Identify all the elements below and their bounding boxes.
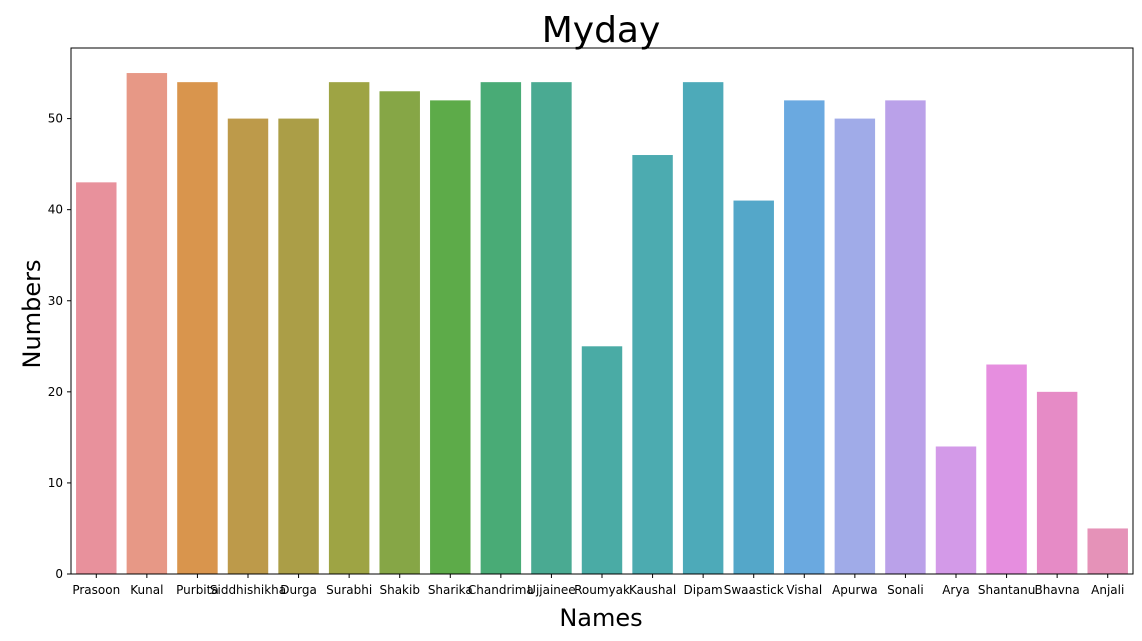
bar-prasoon — [76, 182, 117, 574]
x-tick-label: Sharika — [428, 583, 473, 597]
bars-group — [76, 73, 1128, 575]
bar-shakib — [379, 91, 420, 574]
x-tick-label: Dipam — [684, 583, 723, 597]
bar-kunal — [126, 73, 168, 575]
y-tick-label: 10 — [48, 476, 63, 490]
y-tick-label: 50 — [48, 112, 63, 126]
bar-ujjainee — [531, 82, 572, 574]
bar-purbita — [177, 82, 218, 574]
bar-bhavna — [1036, 391, 1078, 574]
x-tick-label: Apurwa — [832, 583, 878, 597]
bar-anjali — [1087, 528, 1128, 574]
bar-dipam — [682, 82, 724, 574]
plot-frame — [70, 47, 1134, 575]
x-tick-label: Anjali — [1091, 583, 1124, 597]
x-tick-label: Shantanu — [978, 583, 1035, 597]
x-axis-label: Names — [559, 604, 642, 632]
x-tick-label: Purbita — [176, 583, 219, 597]
x-tick-label: Bhavna — [1035, 583, 1080, 597]
x-tick-label: Arya — [942, 583, 970, 597]
x-tick-label: Ujjainee — [527, 583, 576, 597]
bar-swaastick — [733, 200, 774, 574]
x-tick-label: Siddhishikha — [210, 583, 286, 597]
x-tick-label: Prasoon — [72, 583, 120, 597]
x-tick-label: Durga — [280, 583, 317, 597]
x-tick-label: Surabhi — [326, 583, 372, 597]
x-tick-label: Chandrima — [468, 583, 534, 597]
bar-durga — [278, 118, 319, 574]
chart-title: Myday — [542, 10, 661, 51]
y-axis-label: Numbers — [18, 260, 46, 369]
bar-shantanu — [986, 364, 1027, 574]
bar-sonali — [885, 100, 926, 575]
bar-sharika — [430, 100, 471, 575]
x-tick-label: Shakib — [379, 583, 419, 597]
x-tick-label: Kunal — [130, 583, 163, 597]
bar-siddhishikha — [227, 118, 269, 574]
bar-chandrima — [480, 82, 522, 574]
bar-apurwa — [834, 118, 876, 574]
y-axis-ticks: 0 10 20 30 40 50 — [48, 112, 71, 581]
x-tick-label: Sonali — [887, 583, 924, 597]
y-tick-label: 0 — [55, 567, 63, 581]
bar-roumyak — [581, 346, 623, 574]
x-tick-label: Swaastick — [724, 583, 784, 597]
bar-arya — [935, 446, 977, 574]
x-tick-label: Kaushal — [629, 583, 676, 597]
bar-surabhi — [328, 82, 370, 574]
bar-kaushal — [632, 155, 673, 574]
y-tick-label: 40 — [48, 203, 63, 217]
y-tick-label: 30 — [48, 294, 63, 308]
x-tick-label: Roumyak — [574, 583, 630, 597]
x-tick-label: Vishal — [786, 583, 822, 597]
bar-vishal — [784, 100, 825, 575]
y-tick-label: 20 — [48, 385, 63, 399]
